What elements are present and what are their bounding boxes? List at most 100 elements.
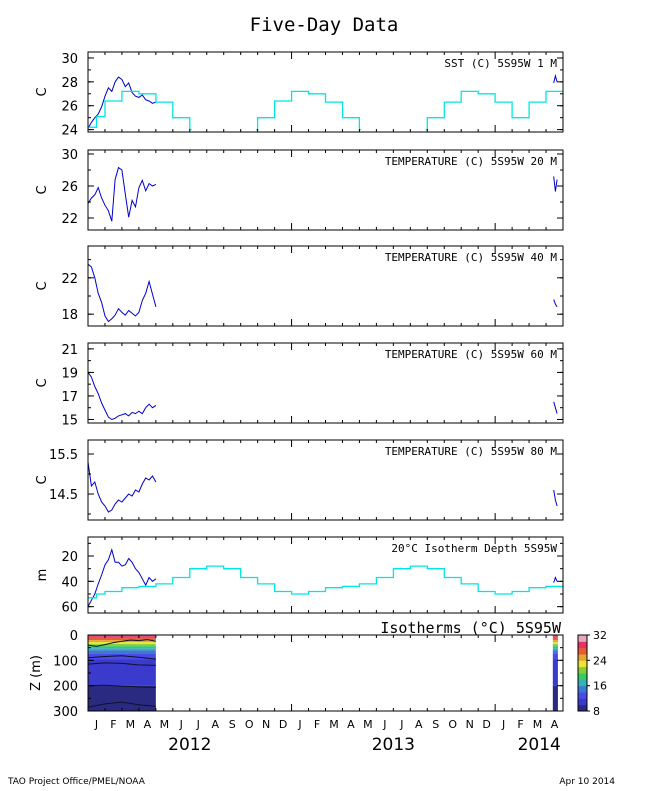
colorbar-swatch [578, 647, 587, 655]
y-axis-label: C [35, 87, 50, 96]
colorbar-swatch [578, 698, 587, 706]
isotherm-band [552, 640, 558, 643]
colorbar-tick-label: 32 [593, 629, 607, 642]
panel-4: TEMPERATURE (C) 5S95W 60 M 15 17 19 21 C [35, 342, 564, 428]
y-tick-label: 26 [61, 100, 78, 115]
month-label: J [94, 718, 98, 731]
month-label: A [144, 718, 152, 731]
y-tick-label: 17 [61, 390, 78, 405]
colorbar-tick-label: 8 [593, 705, 600, 718]
observed-line [553, 176, 558, 192]
isotherm-band [88, 646, 156, 649]
panel-2: TEMPERATURE (C) 5S95W 20 M 22 26 30 C [35, 148, 564, 231]
month-label: D [279, 718, 287, 731]
y-tick-label: 15 [61, 413, 78, 428]
month-label: J [179, 718, 183, 731]
colorbar-swatch [578, 666, 587, 674]
month-label: J [399, 718, 403, 731]
isotherm-band [88, 644, 156, 647]
y-tick-label: 28 [61, 76, 78, 91]
isotherm-band [552, 653, 558, 660]
colorbar-tick-label: 24 [593, 654, 607, 667]
colorbar-swatch [578, 692, 587, 699]
colorbar-swatch [578, 635, 587, 642]
colorbar-swatch [578, 660, 587, 668]
y-tick-label: 60 [61, 601, 78, 616]
month-label: A [415, 718, 423, 731]
month-label: M [329, 718, 339, 731]
climatology-line [255, 90, 362, 131]
y-tick-label: 30 [61, 52, 78, 67]
series-group [88, 461, 558, 513]
isotherm-contour [87, 684, 156, 688]
year-label: 2012 [168, 735, 211, 755]
month-label: M [160, 718, 170, 731]
colorbar-swatch [578, 641, 587, 649]
year-label: 2014 [518, 735, 561, 755]
isotherm-band [552, 685, 558, 711]
month-label: A [347, 718, 355, 731]
isotherm-band [552, 646, 558, 649]
isotherm-band [552, 648, 558, 651]
panel-label: 20°C Isotherm Depth 5S95W [391, 542, 557, 555]
footer-credit: TAO Project Office/PMEL/NOAA [7, 777, 146, 787]
chart-title: Five-Day Data [250, 14, 399, 36]
isotherm-band [88, 638, 156, 641]
colorbar-tick-label: 16 [593, 680, 607, 693]
y-tick-label: 200 [53, 680, 78, 695]
y-tick-label: 30 [61, 148, 78, 163]
observed-line [88, 76, 157, 129]
observed-line [553, 401, 558, 414]
series-group [88, 73, 563, 131]
panel-5: TEMPERATURE (C) 5S95W 80 M 14.5 15.5 C [35, 439, 564, 521]
climatology-line [88, 90, 192, 131]
month-label: D [482, 718, 490, 731]
panel-7: Isotherms (°C) 5S95W 8 16 24 32 0 100 200 300 Z (… [29, 619, 607, 720]
isotherm-band [552, 635, 558, 639]
month-label: J [196, 718, 200, 731]
y-tick-label: 0 [70, 629, 78, 644]
y-tick-label: 21 [61, 343, 78, 358]
y-axis-label: C [35, 475, 50, 484]
isotherm-band [552, 638, 558, 641]
y-axis-label: m [35, 569, 50, 582]
colorbar-swatch [578, 673, 587, 680]
month-label: J [501, 718, 505, 731]
month-label: O [448, 718, 457, 731]
month-label: J [382, 718, 386, 731]
panels: SST (C) 5S95W 1 M 24 26 28 30 C TEMPERATURE (C… [29, 51, 607, 720]
y-tick-label: 26 [61, 180, 78, 195]
series-group [88, 166, 558, 222]
month-label: M [126, 718, 136, 731]
observed-line [553, 576, 558, 583]
y-axis-label: C [35, 378, 50, 387]
month-label: A [551, 718, 559, 731]
isotherm-band [88, 685, 156, 711]
observed-line [88, 263, 157, 323]
month-label: O [245, 718, 254, 731]
footer-date: Apr 10 2014 [559, 777, 615, 787]
observed-line [553, 73, 558, 84]
observed-line [553, 299, 558, 308]
month-label: A [211, 718, 219, 731]
y-tick-label: 20 [61, 550, 78, 565]
panel-1: SST (C) 5S95W 1 M 24 26 28 30 C [35, 51, 564, 139]
isotherm-band [88, 648, 156, 651]
y-tick-label: 300 [53, 705, 78, 720]
isotherm-band [88, 642, 156, 645]
y-tick-label: 22 [61, 212, 78, 227]
month-label: F [517, 718, 523, 731]
observed-line [88, 461, 157, 513]
climatology-line [88, 565, 563, 599]
observed-line [88, 547, 157, 607]
y-tick-label: 22 [61, 272, 78, 287]
y-tick-label: 100 [53, 654, 78, 669]
panel-3: TEMPERATURE (C) 5S95W 40 M 18 22 C [35, 245, 564, 327]
y-axis-label: Z (m) [29, 655, 44, 691]
panel-label: SST (C) 5S95W 1 M [444, 57, 557, 70]
series-group [88, 372, 558, 421]
y-tick-label: 40 [61, 575, 78, 590]
y-tick-label: 15.5 [49, 448, 78, 463]
isotherm-contour [87, 662, 156, 666]
isotherm-band [552, 650, 558, 654]
